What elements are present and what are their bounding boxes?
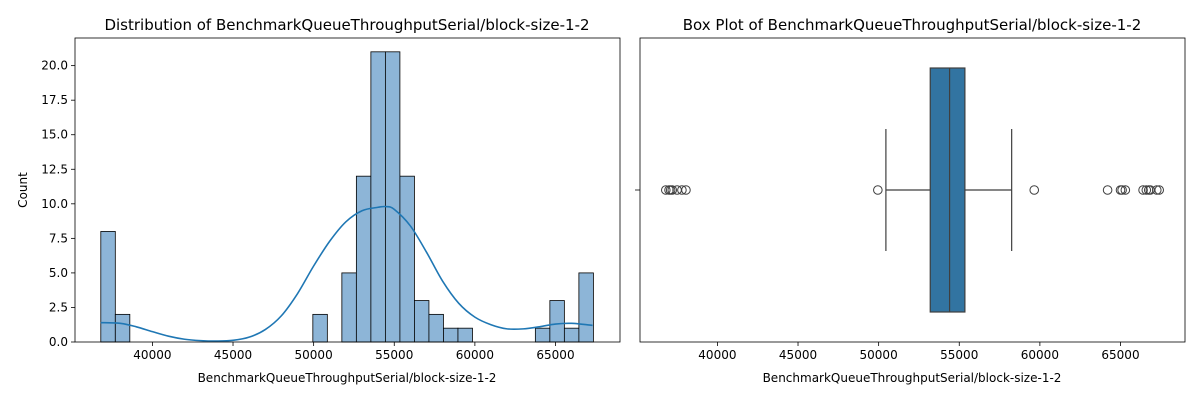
outlier-point (1138, 185, 1148, 195)
outlier-point (681, 185, 691, 195)
outlier-point (677, 185, 687, 195)
boxplot-chart: Box Plot of BenchmarkQueueThroughputSeri… (635, 16, 1186, 385)
histogram-xtick-label: 40000 (133, 348, 171, 362)
histogram-bar (414, 300, 430, 343)
outlier-point (1141, 185, 1152, 195)
histogram-title: Distribution of BenchmarkQueueThroughput… (104, 16, 589, 34)
histogram-ytick-label: 7.5 (49, 231, 68, 245)
iqr-box (929, 67, 966, 313)
histogram-bar (443, 327, 459, 343)
histogram-xtick-label: 50000 (295, 348, 333, 362)
histogram-ytick-label: 10.0 (41, 197, 68, 211)
histogram-bar (563, 327, 580, 343)
outlier-point (1117, 185, 1127, 195)
histogram-xlabel: BenchmarkQueueThroughputSerial/block-siz… (198, 371, 497, 385)
histogram-bar (399, 175, 415, 343)
histogram-bar (534, 327, 551, 343)
histogram-bar (384, 51, 401, 343)
histogram-bar (370, 51, 386, 343)
kde-line (100, 205, 593, 342)
outlier-point (1029, 185, 1040, 195)
histogram-ytick-label: 0.0 (49, 335, 68, 349)
outlier-point (1151, 185, 1162, 195)
boxplot-xtick-label: 50000 (860, 348, 898, 362)
histogram-bar (549, 300, 565, 343)
histogram-ytick-label: 12.5 (41, 162, 68, 176)
histogram-ytick-label: 20.0 (41, 59, 68, 73)
histogram-bar (312, 313, 328, 343)
outlier-point (1102, 185, 1113, 195)
outlier-point (873, 185, 883, 195)
outlier-point (672, 185, 682, 195)
boxplot-xlabel: BenchmarkQueueThroughputSerial/block-siz… (763, 371, 1062, 385)
histogram-ytick-label: 17.5 (41, 93, 68, 107)
histogram-ylabel: Count (16, 172, 30, 208)
outlier-point (667, 185, 678, 195)
histogram-bar (100, 231, 116, 343)
histogram-bar (114, 313, 131, 343)
outlier-point (660, 185, 671, 195)
histogram-chart: Distribution of BenchmarkQueueThroughput… (16, 16, 621, 385)
histogram-bar (341, 272, 357, 343)
boxplot-xtick-label: 60000 (1021, 348, 1059, 362)
histogram-xtick-label: 45000 (214, 348, 252, 362)
histogram-ytick-label: 2.5 (49, 300, 68, 314)
boxplot-xtick-label: 45000 (779, 348, 817, 362)
histogram-ytick-label: 15.0 (41, 128, 68, 142)
boxplot-xtick-label: 55000 (940, 348, 978, 362)
histogram-frame (74, 37, 621, 343)
histogram-bar (355, 175, 372, 343)
histogram-bar (578, 272, 594, 343)
boxplot-xtick-label: 40000 (698, 348, 736, 362)
histogram-bar (428, 313, 444, 343)
histogram-xtick-label: 65000 (536, 348, 574, 362)
histogram-xtick-label: 60000 (456, 348, 494, 362)
boxplot-xtick-label: 65000 (1101, 348, 1139, 362)
outlier-point (1154, 185, 1165, 195)
histogram-ytick-label: 5.0 (49, 266, 68, 280)
histogram-bar (457, 327, 473, 343)
histogram-xtick-label: 55000 (375, 348, 413, 362)
boxplot-title: Box Plot of BenchmarkQueueThroughputSeri… (683, 16, 1141, 34)
outlier-point (1120, 185, 1131, 195)
